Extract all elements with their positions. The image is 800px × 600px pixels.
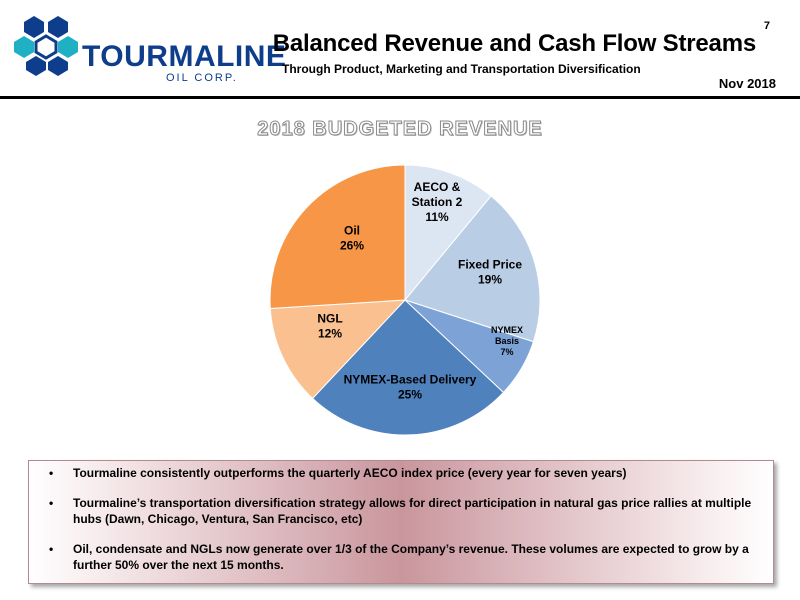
tourmaline-gem-icon: [14, 16, 78, 76]
chart-title: 2018 BUDGETED REVENUE: [257, 118, 543, 141]
bullet-item: • Oil, condensate and NGLs now generate o…: [49, 541, 763, 573]
company-subname: OIL CORP.: [166, 72, 238, 84]
pie-slice-label: NYMEX-Based Delivery 25%: [344, 373, 477, 402]
pie-slice: [269, 299, 407, 400]
pie-slice-label: NGL 12%: [317, 312, 342, 341]
bullet-dot-icon: •: [49, 542, 54, 556]
bullet-text: Tourmaline’s transportation diversificat…: [73, 496, 752, 526]
bullet-list: • Tourmaline consistently outperforms the…: [29, 461, 773, 573]
pie-slice-label: Oil 26%: [340, 224, 364, 253]
pie-slice-label: AECO & Station 2 11%: [412, 180, 463, 224]
pie-slice-label: NYMEX Basis 7%: [491, 325, 523, 357]
pie-slice-label: Fixed Price 19%: [458, 258, 522, 287]
bullet-dot-icon: •: [49, 466, 54, 480]
pie-slice: [269, 164, 406, 310]
slide-subtitle: Through Product, Marketing and Transport…: [282, 62, 641, 76]
bullet-panel: • Tourmaline consistently outperforms the…: [28, 460, 774, 584]
company-name: TOURMALINE: [82, 40, 287, 73]
bullet-text: Tourmaline consistently outperforms the …: [73, 466, 627, 480]
page-number: 7: [763, 20, 770, 32]
header-divider: [0, 96, 800, 99]
bullet-dot-icon: •: [49, 496, 54, 510]
pie-slice: [404, 195, 541, 343]
bullet-item: • Tourmaline consistently outperforms the…: [49, 465, 763, 481]
bullet-item: • Tourmaline’s transportation diversifica…: [49, 495, 763, 527]
slide-title: Balanced Revenue and Cash Flow Streams: [272, 30, 756, 57]
pie-slice: [311, 299, 505, 436]
company-logo: TOURMALINE OIL CORP.: [12, 10, 286, 90]
pie-slice: [404, 164, 492, 302]
slide-date: Nov 2018: [718, 76, 776, 91]
bullet-text: Oil, condensate and NGLs now generate ov…: [73, 542, 749, 572]
